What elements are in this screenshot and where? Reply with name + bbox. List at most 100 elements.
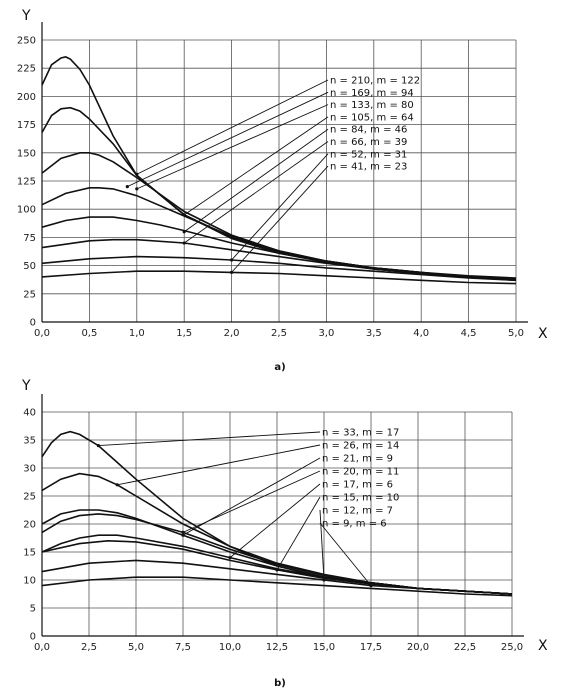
leader-arrow-tip xyxy=(230,270,234,274)
y-tick-label: 200 xyxy=(17,92,36,103)
leader-arrow-tip xyxy=(182,213,186,217)
x-tick-label: 0,5 xyxy=(81,328,97,339)
x-tick-label: 7,5 xyxy=(175,642,191,653)
y-tick-label: 225 xyxy=(17,64,36,75)
y-axis-label: Y xyxy=(21,8,31,24)
panel-caption: a) xyxy=(274,362,285,373)
legend-leader-line xyxy=(136,79,329,175)
x-tick-label: 2,5 xyxy=(81,642,97,653)
x-tick-label: 5,0 xyxy=(128,642,144,653)
y-tick-label: 20 xyxy=(23,520,36,531)
legend-leader-line xyxy=(136,104,329,190)
y-tick-label: 25 xyxy=(23,289,36,300)
leader-arrow-tip xyxy=(182,241,186,245)
legend-leader-line xyxy=(183,141,329,244)
panel-a: 0,0 0,5 1,0 1,5 2,0 2,5 3,0 3,5 4,0 4,5 5,0 0 25 50 75… xyxy=(17,8,548,373)
leader-arrow-tip xyxy=(369,584,373,588)
legend-leader-line xyxy=(117,444,321,486)
y-tick-label: 5 xyxy=(30,604,36,615)
y-tick-label: 10 xyxy=(23,576,36,587)
leader-arrow-tip xyxy=(115,483,119,487)
x-tick-label: 10,0 xyxy=(219,642,241,653)
legend-entry: n = 41, m = 23 xyxy=(330,162,407,173)
y-tick-label: 35 xyxy=(23,436,36,447)
legend-entry: n = 33, m = 17 xyxy=(322,428,399,439)
legend-entry: n = 210, m = 122 xyxy=(330,76,420,87)
leader-arrow-tip xyxy=(135,172,139,176)
leader-arrow-tip xyxy=(230,258,234,262)
y-tick-label: 50 xyxy=(23,261,36,272)
y-tick-label: 30 xyxy=(23,464,36,475)
y-tick-label: 250 xyxy=(17,36,36,47)
y-tick-label: 75 xyxy=(23,233,36,244)
legend-leader-line xyxy=(229,483,321,558)
series-line xyxy=(41,559,513,595)
x-tick-label: 17,5 xyxy=(360,642,382,653)
leader-arrow-tip xyxy=(275,568,279,572)
legend-entry: n = 66, m = 39 xyxy=(330,137,407,148)
legend-entry: n = 12, m = 7 xyxy=(322,506,393,517)
legend-entry: n = 9, m = 6 xyxy=(322,519,387,530)
legend-leader-line xyxy=(127,91,329,188)
legend-entry: n = 21, m = 9 xyxy=(322,454,393,465)
y-tick-label: 175 xyxy=(17,120,36,131)
x-tick-label: 1,0 xyxy=(129,328,145,339)
x-tick-label: 3,0 xyxy=(318,328,334,339)
panel-caption: b) xyxy=(274,678,286,689)
x-tick-label: 0,0 xyxy=(34,328,50,339)
legend-leader-line xyxy=(183,128,329,233)
leader-arrow-tip xyxy=(96,444,100,448)
x-tick-label: 15,0 xyxy=(313,642,335,653)
x-tick-label: 5,0 xyxy=(508,328,524,339)
y-tick-label: 0 xyxy=(30,632,36,643)
series-line xyxy=(41,270,517,285)
legend-entry: n = 169, m = 94 xyxy=(330,88,414,99)
leader-arrow-tip xyxy=(125,185,129,189)
leader-arrow-tip xyxy=(182,230,186,234)
legend-entry: n = 105, m = 64 xyxy=(330,112,414,123)
panel-b: 0,0 2,5 5,0 7,5 10,0 12,5 15,0 17,5 20,0 22,5 25,0… xyxy=(21,378,548,689)
x-tick-label: 4,0 xyxy=(413,328,429,339)
y-tick-label: 125 xyxy=(17,177,36,188)
legend-entry: n = 26, m = 14 xyxy=(322,441,399,452)
x-tick-label: 4,5 xyxy=(461,328,477,339)
x-tick-label: 1,5 xyxy=(176,328,192,339)
x-tick-label: 22,5 xyxy=(454,642,476,653)
legend-leader-line xyxy=(231,153,329,261)
legend-leader-line xyxy=(182,470,321,533)
legend-entry: n = 20, m = 11 xyxy=(322,467,399,478)
leader-arrow-tip xyxy=(181,530,185,535)
series-line xyxy=(41,576,513,597)
legend-leader-line xyxy=(183,116,329,216)
legend-entry: n = 52, m = 31 xyxy=(330,149,407,160)
x-tick-label: 12,5 xyxy=(266,642,288,653)
y-tick-label: 40 xyxy=(23,408,36,419)
legend-leader-line xyxy=(231,165,329,273)
legend-entry: n = 15, m = 10 xyxy=(322,493,399,504)
x-tick-label: 25,0 xyxy=(501,642,523,653)
series-line xyxy=(41,255,517,282)
leader-arrow-tip xyxy=(322,578,326,582)
legend-leader-line xyxy=(319,509,325,581)
y-tick-label: 0 xyxy=(30,318,36,329)
legend-leader-line xyxy=(276,496,321,571)
x-tick-label: 0,0 xyxy=(34,642,50,653)
legend-leader-line xyxy=(98,431,321,447)
leader-arrow-tip xyxy=(135,187,139,191)
leader-arrow-tip xyxy=(181,533,185,537)
x-tick-label: 2,5 xyxy=(271,328,287,339)
y-tick-label: 100 xyxy=(17,205,36,216)
legend-entry: n = 84, m = 46 xyxy=(330,125,407,136)
y-tick-label: 150 xyxy=(17,148,36,159)
y-tick-label: 15 xyxy=(23,548,36,559)
series-line xyxy=(41,238,517,282)
y-tick-label: 25 xyxy=(23,492,36,503)
x-axis-label: X xyxy=(538,638,548,654)
legend-leader-line xyxy=(319,522,372,586)
x-axis-label: X xyxy=(538,326,548,342)
x-tick-label: 20,0 xyxy=(407,642,429,653)
leader-arrow-tip xyxy=(228,556,232,560)
legend-entry: n = 133, m = 80 xyxy=(330,100,414,111)
legend-entry: n = 17, m = 6 xyxy=(322,480,393,491)
